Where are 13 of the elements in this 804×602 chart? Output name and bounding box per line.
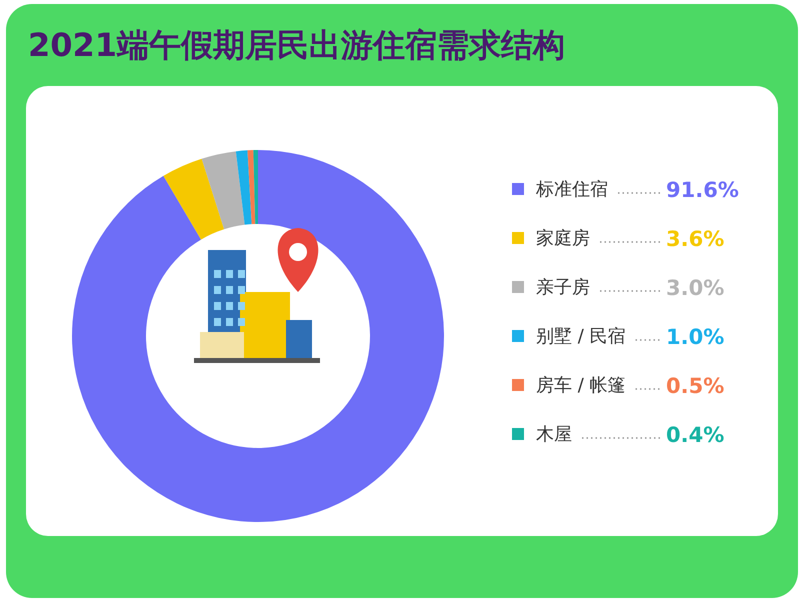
legend-label: 标准住宿 [535, 179, 608, 200]
data-label: 91.6% [666, 178, 739, 202]
legend-label: 别墅 / 民宿 [536, 326, 626, 347]
data-label: 3.6% [666, 227, 724, 251]
legend-label: 房车 / 帐篷 [536, 375, 626, 396]
legend-label: 家庭房 [536, 228, 590, 249]
legend-label: 木屋 [536, 424, 572, 445]
data-label: 0.5% [666, 374, 724, 398]
data-label: 0.4% [666, 423, 724, 447]
legend-label: 亲子房 [536, 277, 590, 298]
chart-title: 2021端午假期居民出游住宿需求结构 [28, 26, 566, 64]
data-label: 1.0% [666, 325, 724, 349]
data-label: 3.0% [666, 276, 724, 300]
